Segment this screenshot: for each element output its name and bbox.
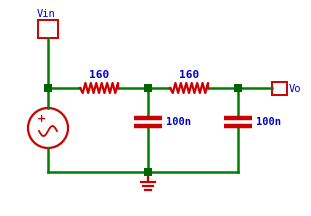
Text: 100n: 100n: [256, 117, 281, 127]
Text: 160: 160: [89, 70, 109, 80]
Text: 160: 160: [179, 70, 199, 80]
Text: 100n: 100n: [166, 117, 191, 127]
Text: Vin: Vin: [37, 9, 56, 19]
Bar: [272, 82, 287, 95]
Text: +: +: [37, 114, 47, 124]
Bar: [38, 20, 58, 38]
Text: Vo: Vo: [289, 84, 301, 94]
